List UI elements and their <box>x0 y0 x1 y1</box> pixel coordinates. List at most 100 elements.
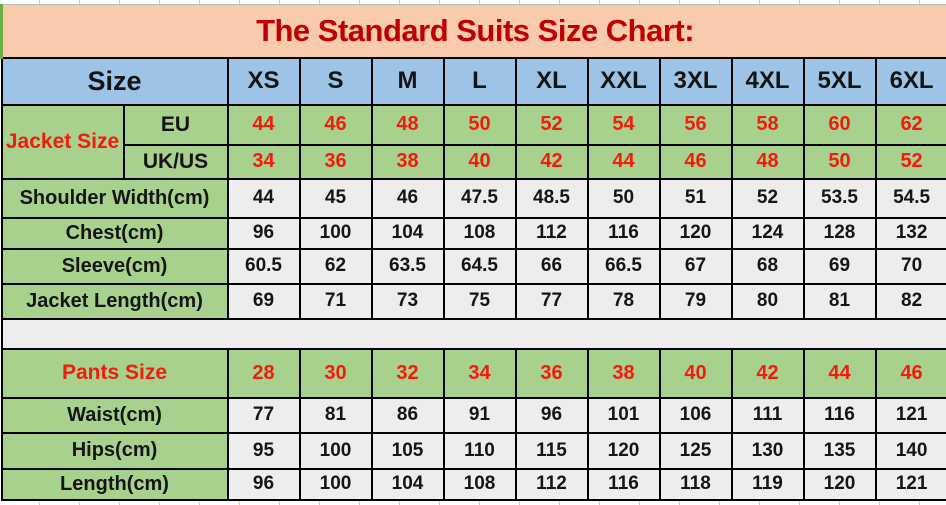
bottom-gridline-strip <box>0 500 946 505</box>
measurement-value: 69 <box>802 247 877 285</box>
pants-measurement-value: 91 <box>442 396 517 434</box>
measurement-value: 79 <box>658 282 733 320</box>
pants-size-value: 36 <box>514 347 589 399</box>
measurement-value: 112 <box>514 216 589 250</box>
pants-measurement-value: 100 <box>298 431 373 470</box>
measurement-value: 128 <box>802 216 877 250</box>
pants-size-value: 34 <box>442 347 517 399</box>
jacket-eu-value: 44 <box>226 103 301 146</box>
hips-row: Hips(cm) 95 100 105 110 115 120 125 130 … <box>0 431 946 470</box>
pants-measurement-value: 119 <box>730 467 805 501</box>
measurement-value: 66.5 <box>586 247 661 285</box>
jacket-length-label: Jacket Length(cm) <box>0 282 229 320</box>
measurement-value: 62 <box>298 247 373 285</box>
measurement-value: 67 <box>658 247 733 285</box>
size-header: XS <box>226 56 301 106</box>
jacket-size-label: Jacket Size <box>0 103 125 180</box>
eu-label: EU <box>122 103 229 146</box>
measurement-value: 132 <box>874 216 946 250</box>
pants-size-value: 38 <box>586 347 661 399</box>
pants-measurement-value: 106 <box>658 396 733 434</box>
shoulder-width-row: Shoulder Width(cm) 44 45 46 47.5 48.5 50… <box>0 177 946 219</box>
measurement-value: 54.5 <box>874 177 946 219</box>
title-row: The Standard Suits Size Chart: <box>0 4 946 59</box>
jacket-eu-value: 52 <box>514 103 589 146</box>
size-header: L <box>442 56 517 106</box>
jacket-eu-row: Jacket Size EU 44 46 48 50 52 54 56 58 6… <box>0 103 946 180</box>
measurement-value: 53.5 <box>802 177 877 219</box>
measurement-value: 78 <box>586 282 661 320</box>
pants-measurement-value: 110 <box>442 431 517 470</box>
chest-row: Chest(cm) 96 100 104 108 112 116 120 124… <box>0 216 946 250</box>
pants-measurement-value: 116 <box>586 467 661 501</box>
pants-size-value: 44 <box>802 347 877 399</box>
jacket-eu-value: 62 <box>874 103 946 146</box>
size-header: XXL <box>586 56 661 106</box>
jacket-eu-value: 58 <box>730 103 805 146</box>
pants-measurement-value: 96 <box>226 467 301 501</box>
pants-measurement-value: 105 <box>370 431 445 470</box>
measurement-value: 44 <box>226 177 301 219</box>
jacket-eu-value: 54 <box>586 103 661 146</box>
size-chart-table: The Standard Suits Size Chart: Size XS S… <box>0 4 946 501</box>
measurement-value: 73 <box>370 282 445 320</box>
jacket-eu-value: 46 <box>298 103 373 146</box>
pants-measurement-value: 111 <box>730 396 805 434</box>
measurement-value: 120 <box>658 216 733 250</box>
pants-measurement-value: 118 <box>658 467 733 501</box>
measurement-value: 80 <box>730 282 805 320</box>
jacket-ukus-value: 52 <box>874 143 946 180</box>
pants-measurement-value: 121 <box>874 396 946 434</box>
measurement-value: 66 <box>514 247 589 285</box>
jacket-ukus-value: 34 <box>226 143 301 180</box>
jacket-ukus-value: 44 <box>586 143 661 180</box>
measurement-value: 104 <box>370 216 445 250</box>
pants-size-value: 40 <box>658 347 733 399</box>
length-label: Length(cm) <box>0 467 229 501</box>
jacket-ukus-value: 40 <box>442 143 517 180</box>
jacket-eu-value: 60 <box>802 103 877 146</box>
separator-row <box>0 317 946 350</box>
pants-measurement-value: 140 <box>874 431 946 470</box>
jacket-ukus-value: 48 <box>730 143 805 180</box>
measurement-value: 77 <box>514 282 589 320</box>
hips-label: Hips(cm) <box>0 431 229 470</box>
jacket-ukus-value: 46 <box>658 143 733 180</box>
pants-size-value: 46 <box>874 347 946 399</box>
pants-size-row: Pants Size 28 30 32 34 36 38 40 42 44 46 <box>0 347 946 399</box>
measurement-value: 48.5 <box>514 177 589 219</box>
pants-size-label: Pants Size <box>0 347 229 399</box>
jacket-ukus-value: 38 <box>370 143 445 180</box>
size-header: 4XL <box>730 56 805 106</box>
measurement-value: 100 <box>298 216 373 250</box>
jacket-ukus-value: 36 <box>298 143 373 180</box>
pants-measurement-value: 121 <box>874 467 946 501</box>
size-header: XL <box>514 56 589 106</box>
measurement-value: 96 <box>226 216 301 250</box>
jacket-ukus-row: UK/US 34 36 38 40 42 44 46 48 50 52 <box>2 143 946 180</box>
chest-label: Chest(cm) <box>0 216 229 250</box>
jacket-ukus-value: 42 <box>514 143 589 180</box>
jacket-eu-value: 50 <box>442 103 517 146</box>
sleeve-label: Sleeve(cm) <box>0 247 229 285</box>
header-row: Size XS S M L XL XXL 3XL 4XL 5XL 6XL <box>0 56 946 106</box>
pants-measurement-value: 116 <box>802 396 877 434</box>
length-row: Length(cm) 96 100 104 108 112 116 118 11… <box>0 467 946 501</box>
size-header: M <box>370 56 445 106</box>
waist-label: Waist(cm) <box>0 396 229 434</box>
size-header: 3XL <box>658 56 733 106</box>
pants-measurement-value: 104 <box>370 467 445 501</box>
sleeve-row: Sleeve(cm) 60.5 62 63.5 64.5 66 66.5 67 … <box>0 247 946 285</box>
pants-size-value: 28 <box>226 347 301 399</box>
jacket-ukus-value: 50 <box>802 143 877 180</box>
pants-measurement-value: 101 <box>586 396 661 434</box>
measurement-value: 47.5 <box>442 177 517 219</box>
pants-measurement-value: 125 <box>658 431 733 470</box>
size-header: 5XL <box>802 56 877 106</box>
pants-measurement-value: 95 <box>226 431 301 470</box>
measurement-value: 81 <box>802 282 877 320</box>
measurement-value: 51 <box>658 177 733 219</box>
measurement-value: 64.5 <box>442 247 517 285</box>
measurement-value: 71 <box>298 282 373 320</box>
